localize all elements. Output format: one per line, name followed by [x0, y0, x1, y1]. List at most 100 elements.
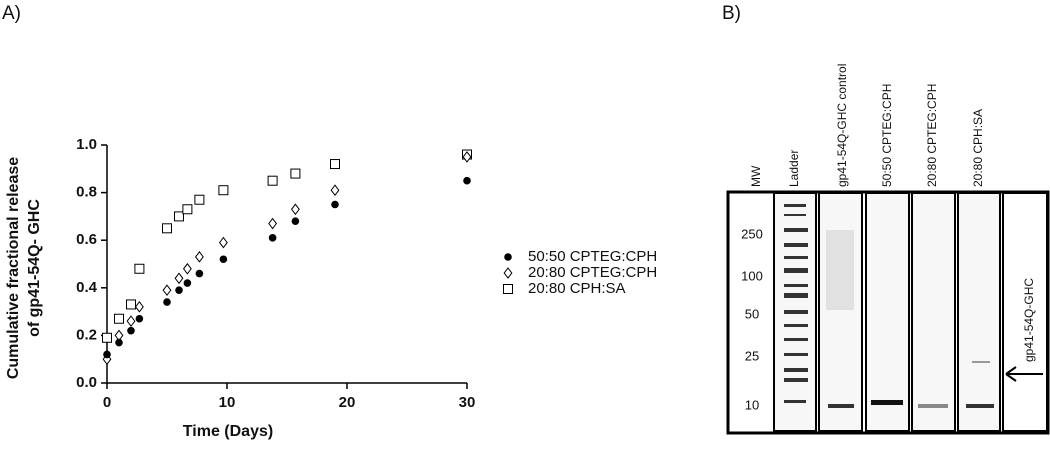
ladder-bands — [784, 204, 808, 403]
point — [267, 175, 278, 186]
point — [182, 204, 193, 215]
lane-box — [957, 192, 1001, 432]
mw-label: 250 — [741, 226, 763, 241]
point — [134, 263, 145, 274]
lane-label: 50:50 CPTEG:CPH — [880, 84, 894, 187]
point — [103, 350, 111, 359]
point — [126, 315, 136, 327]
arrow-label: gp41-54Q-GHC — [1022, 278, 1036, 362]
legend-label: 50:50 CPTEG:CPH — [528, 248, 657, 265]
point — [290, 168, 301, 179]
point — [115, 338, 123, 347]
y-tick-label: 0.8 — [76, 184, 97, 201]
point — [182, 262, 192, 275]
y-axis-label: Cumulative fractional release — [5, 157, 22, 379]
y-tick-label: 0.4 — [76, 279, 98, 296]
band — [828, 404, 854, 408]
legend-marker — [503, 284, 513, 294]
band — [784, 310, 808, 314]
point — [462, 151, 472, 163]
point — [175, 286, 183, 294]
lane-box — [911, 192, 956, 432]
x-tick-label: 30 — [459, 394, 476, 411]
band — [784, 204, 806, 207]
point — [195, 269, 204, 278]
point — [331, 200, 339, 209]
smear — [826, 230, 854, 310]
y-tick-label: 0.2 — [76, 326, 97, 343]
lane-box — [865, 192, 910, 432]
band — [784, 378, 808, 382]
band — [784, 268, 808, 273]
band — [784, 228, 808, 232]
arrow-head — [1005, 366, 1017, 382]
band — [784, 284, 808, 287]
y-axis-label: of gp41-54Q- GHC — [26, 199, 43, 337]
point — [463, 176, 471, 185]
x-axis-label: Time (Days) — [183, 423, 273, 440]
point — [174, 211, 184, 222]
y-tick-label: 1.0 — [76, 136, 97, 153]
lane-label: gp41-54Q-GHC control — [835, 64, 849, 187]
point — [218, 185, 229, 196]
point — [183, 279, 192, 287]
point — [127, 326, 135, 335]
lane-boxes — [773, 192, 1048, 432]
lane-label: 20:80 CPH:SA — [971, 109, 985, 187]
y-tick-label: 0.0 — [76, 374, 97, 391]
panel-label: B) — [722, 3, 741, 24]
lane-label: Ladder — [787, 150, 801, 187]
point — [134, 301, 144, 313]
band — [784, 338, 808, 341]
lane-label: 20:80 CPTEG:CPH — [925, 84, 939, 187]
band — [972, 361, 990, 363]
lane-label: MW — [749, 165, 763, 187]
mw-label: 50 — [745, 306, 759, 321]
point — [330, 184, 340, 197]
x-tick-label: 0 — [103, 394, 111, 411]
point — [174, 272, 184, 285]
point — [163, 298, 171, 306]
band — [784, 400, 806, 403]
band — [918, 404, 948, 408]
point — [218, 236, 228, 249]
band — [784, 293, 808, 298]
band — [784, 368, 808, 372]
point — [162, 223, 172, 234]
band — [966, 404, 994, 408]
point — [114, 313, 124, 324]
point — [291, 217, 300, 225]
band — [784, 256, 808, 259]
mw-label: 10 — [745, 397, 759, 412]
point — [268, 217, 278, 230]
point — [290, 203, 300, 216]
point — [194, 251, 204, 263]
legend-label: 20:80 CPTEG:CPH — [528, 264, 657, 281]
point — [135, 314, 144, 323]
mw-label: 25 — [745, 348, 759, 363]
band — [784, 214, 806, 216]
legend-marker — [503, 267, 513, 279]
band — [784, 243, 808, 247]
point — [162, 284, 172, 297]
point — [194, 194, 205, 205]
band — [784, 324, 808, 327]
band — [871, 400, 903, 405]
band — [784, 353, 808, 356]
x-tick-label: 10 — [219, 394, 236, 411]
legend-marker — [504, 253, 512, 261]
point — [102, 332, 112, 343]
mw-label: 100 — [741, 268, 763, 283]
point — [330, 159, 340, 170]
legend-label: 20:80 CPH:SA — [528, 280, 626, 297]
lane-box — [818, 192, 863, 432]
panel-label: A) — [2, 3, 21, 24]
y-tick-label: 0.6 — [76, 231, 97, 248]
point — [219, 255, 228, 264]
lane-box — [1002, 192, 1048, 432]
x-tick-label: 20 — [339, 394, 356, 411]
point — [126, 299, 136, 310]
point — [268, 234, 277, 242]
